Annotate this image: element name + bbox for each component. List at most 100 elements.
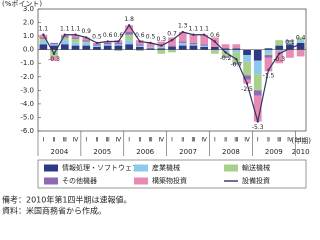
bar-segment [243, 75, 251, 80]
year-label: 2008 [222, 148, 240, 156]
bar-segment [296, 49, 305, 57]
data-label: 1.1 [60, 25, 70, 32]
bar-segment [211, 49, 219, 54]
line-point [202, 33, 206, 36]
bar-segment [39, 41, 48, 45]
bar-segment [157, 48, 166, 50]
x-tick-label: Ⅲ [234, 137, 238, 144]
line-point [299, 43, 302, 46]
bar-segment [103, 42, 112, 45]
bar-segment [178, 32, 187, 42]
bar-segment [82, 42, 91, 46]
legend-swatch [134, 177, 148, 185]
bar-segment [286, 49, 294, 58]
bar-segment [39, 38, 48, 42]
bar-segment [275, 40, 284, 46]
bar-segment [125, 25, 133, 33]
x-tick-label: Ⅱ [138, 137, 141, 144]
bar-segment [243, 79, 251, 84]
x-tick-label: Ⅲ [191, 137, 195, 144]
bar-segment [243, 55, 251, 62]
data-label: -0.7 [230, 62, 242, 69]
bar-segment [125, 32, 133, 35]
x-tick-label: Ⅰ [257, 137, 259, 144]
bar-segment [114, 49, 123, 52]
bar-segment [253, 60, 262, 75]
bar-segment [275, 49, 284, 52]
bar-segment [264, 57, 273, 72]
bar-segment [60, 37, 69, 41]
bar-segment [168, 49, 176, 53]
bar-segment [71, 38, 80, 43]
bar-segment [286, 40, 294, 42]
data-label: 1.1 [199, 25, 209, 32]
bar-segment [189, 44, 198, 46]
data-label: -0.3 [273, 56, 285, 63]
bar-segment [264, 49, 273, 54]
data-label: 0.4 [296, 35, 306, 42]
legend-swatch [44, 177, 58, 185]
line-point [117, 40, 120, 43]
year-label: 2006 [136, 148, 154, 156]
line-point [63, 33, 66, 36]
year-label: 2004 [51, 148, 69, 156]
x-tick-label: Ⅳ [116, 137, 122, 144]
bar-segment [232, 63, 241, 65]
bar-segment [114, 42, 123, 45]
bar-segment [264, 55, 273, 58]
bar-segment [189, 34, 198, 43]
y-tick-label: -1.0 [20, 59, 34, 67]
bar-segment [146, 46, 155, 49]
bar-segment [71, 34, 80, 38]
y-tick-label: -6.0 [20, 127, 34, 135]
bar-segment [93, 45, 101, 47]
x-tick-label: Ⅰ [300, 137, 302, 144]
bar-segment [114, 44, 123, 46]
bar-segment [275, 51, 284, 64]
y-axis-label: (%ポイント) [2, 0, 42, 8]
bar-segment [125, 40, 133, 45]
bar-segment [157, 46, 166, 49]
bar-segment [82, 40, 91, 42]
line-point [170, 38, 174, 42]
data-label: 0.6 [103, 32, 113, 39]
bar-segment [71, 37, 80, 39]
legend-label: 構築物投資 [152, 176, 187, 185]
bar-segment [232, 49, 241, 53]
line-point [127, 24, 131, 27]
year-label: 2007 [179, 148, 197, 156]
bar-segment [221, 49, 230, 52]
legend-swatch [224, 164, 238, 172]
x-axis-label: (年期) [292, 136, 312, 145]
x-tick-label: Ⅱ [53, 137, 56, 144]
bar-segment [264, 48, 273, 50]
bar-segment [253, 74, 262, 91]
line-point [106, 40, 109, 43]
line-point [181, 30, 184, 34]
legend-swatch [44, 164, 58, 172]
bar-segment [178, 45, 187, 50]
bar-segment [82, 37, 91, 41]
bar-segment [221, 56, 230, 58]
x-tick-label: Ⅲ [148, 137, 152, 144]
y-tick-label: -5.0 [20, 113, 34, 121]
bar-segment [135, 49, 144, 52]
y-tick-label: -2.0 [20, 73, 34, 81]
bar-segment [221, 48, 230, 50]
data-label: 0.5 [146, 33, 156, 40]
line-point [85, 36, 88, 39]
x-tick-label: Ⅰ [214, 137, 216, 144]
bar-segment [286, 42, 294, 45]
data-label: 0.6 [114, 32, 124, 39]
line-point [74, 33, 77, 36]
data-label: 0.1 [285, 39, 295, 46]
bar-segment [60, 40, 69, 45]
x-tick-label: Ⅲ [63, 137, 67, 144]
x-tick-label: Ⅱ [95, 137, 98, 144]
line-point [42, 33, 45, 36]
data-label: 0.3 [157, 36, 167, 43]
y-tick-label: 3.0 [23, 5, 34, 13]
bar-segment [200, 34, 209, 45]
line-point [224, 51, 227, 54]
bar-segment [168, 37, 176, 46]
